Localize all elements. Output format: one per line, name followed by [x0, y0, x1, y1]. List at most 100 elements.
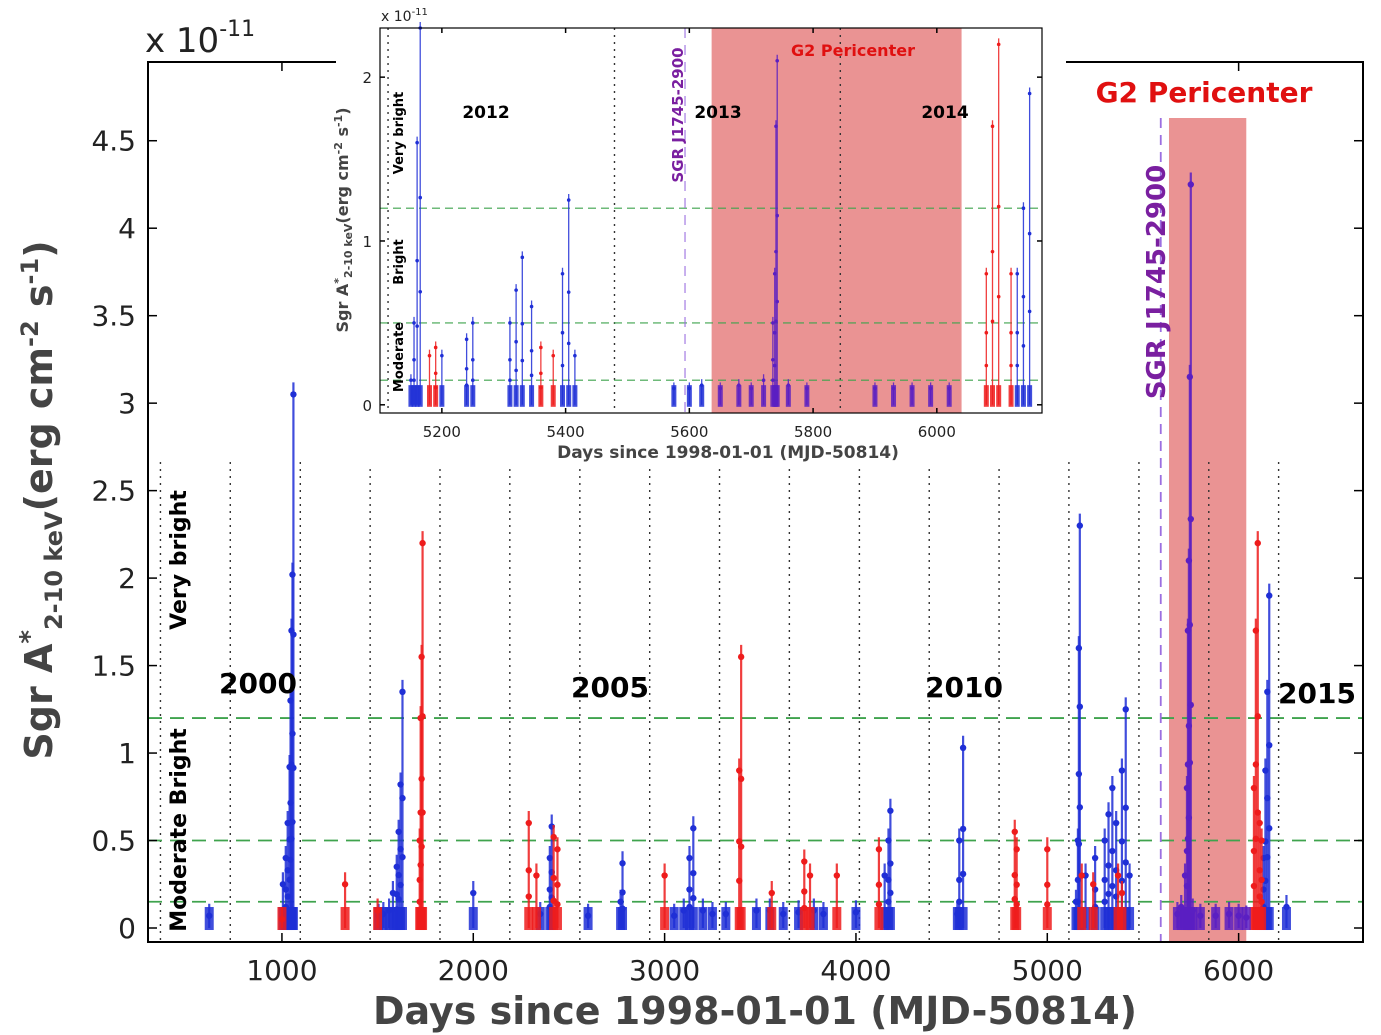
data-point — [539, 385, 543, 390]
data-point — [1011, 828, 1018, 835]
data-point — [1013, 881, 1020, 888]
data-point — [278, 916, 286, 923]
data-point — [409, 378, 413, 383]
data-baseline-cluster — [699, 385, 705, 407]
y-axis-ticks: 0 0.5 1 1.5 2 2.5 3 3.5 4 4.5 — [91, 125, 1363, 945]
data-point — [1243, 914, 1250, 921]
data-point — [709, 910, 716, 918]
main-y-axis-title: Sgr A*2-10 keV(erg cm-2 s-1) — [15, 240, 68, 759]
data-baseline-cluster — [418, 907, 428, 931]
data-point — [749, 386, 754, 391]
data-baseline-cluster — [417, 385, 423, 407]
data-point — [1109, 882, 1116, 890]
data-point — [433, 371, 438, 376]
inset-level-moderate: Moderate — [392, 322, 407, 392]
data-baseline-cluster — [468, 907, 478, 931]
data-baseline-cluster — [550, 385, 556, 407]
data-point — [279, 881, 287, 888]
data-baseline-cluster — [507, 385, 513, 407]
data-point — [419, 539, 426, 547]
data-point — [566, 341, 571, 346]
data-baseline-cluster — [288, 907, 298, 931]
g2-pericenter-band — [1168, 118, 1247, 942]
data-point — [550, 874, 557, 882]
level-label-very-bright: Very bright — [167, 490, 192, 630]
data-point — [887, 807, 894, 814]
data-point — [1114, 872, 1122, 879]
data-point — [471, 378, 475, 383]
data-baseline-cluster — [1125, 907, 1135, 931]
data-point — [1021, 294, 1026, 299]
data-point — [412, 357, 416, 362]
x-tick-label: 5800 — [794, 423, 832, 441]
data-point — [1212, 912, 1219, 919]
data-point — [1101, 898, 1108, 905]
data-point — [508, 357, 512, 362]
data-baseline-cluster — [660, 907, 670, 931]
data-point — [554, 881, 561, 888]
data-point — [686, 886, 693, 893]
data-point — [947, 386, 951, 391]
data-baseline-cluster — [751, 907, 761, 931]
data-point — [805, 386, 809, 391]
data-point — [1027, 91, 1032, 96]
data-baseline-cluster — [470, 385, 476, 407]
data-baseline-cluster — [1264, 907, 1274, 931]
data-point — [873, 386, 877, 391]
data-baseline-cluster — [1257, 907, 1267, 931]
data-point — [418, 289, 423, 294]
inset-sgr-label: SGR J1745-2900 — [669, 47, 687, 182]
y-tick-label: 1 — [362, 233, 372, 251]
data-point — [806, 872, 814, 879]
data-point — [956, 876, 963, 884]
data-point — [573, 353, 577, 358]
data-baseline-cluster — [1224, 907, 1234, 931]
data-baseline-cluster — [531, 907, 541, 931]
data-baseline-cluster — [1077, 907, 1087, 931]
data-point — [525, 867, 532, 874]
data-point — [984, 363, 989, 368]
data-point — [761, 378, 766, 383]
data-point — [1258, 837, 1265, 844]
data-point — [1015, 363, 1020, 368]
data-point — [1122, 804, 1129, 811]
data-baseline-cluster — [891, 385, 897, 407]
data-point — [1283, 903, 1290, 911]
data-point — [959, 744, 967, 752]
data-point — [415, 324, 419, 328]
data-baseline-cluster — [439, 385, 445, 407]
data-baseline-cluster — [983, 385, 989, 407]
inset-y-axis-title: Sgr A*2-10 keV(erg cm-2 s-1) — [332, 107, 355, 332]
data-baseline-cluster — [378, 907, 388, 931]
inset-plot: 5200 5400 5600 5800 6000 0 1 2 x 10-11 Days si… — [332, 7, 1066, 468]
data-point — [520, 255, 525, 260]
data-point — [290, 391, 297, 398]
data-baseline-cluster — [373, 907, 383, 931]
data-point — [833, 872, 841, 879]
data-point — [959, 870, 967, 878]
data-point — [1013, 901, 1020, 908]
data-baseline-cluster — [707, 907, 717, 931]
data-baseline-cluster — [1188, 907, 1198, 931]
data-point — [1258, 876, 1265, 884]
data-point — [554, 846, 561, 853]
data-point — [1118, 877, 1126, 884]
data-point — [1013, 846, 1020, 853]
data-point — [690, 894, 697, 902]
inset-year-lines — [387, 28, 842, 413]
x-tick-label: 5600 — [670, 423, 708, 441]
data-point — [661, 872, 668, 879]
data-point — [1187, 515, 1194, 523]
data-point — [419, 809, 426, 816]
inset-x-ticks: 5200 5400 5600 5800 6000 — [423, 28, 956, 441]
data-baseline-cluster — [799, 907, 809, 931]
data-point — [1105, 890, 1112, 898]
data-point — [852, 909, 860, 916]
data-baseline-cluster — [566, 385, 572, 407]
data-baseline-cluster — [958, 907, 968, 931]
x-tick-label: 4000 — [820, 954, 891, 987]
data-point — [619, 905, 626, 912]
data-point — [780, 910, 787, 918]
data-point — [786, 383, 791, 387]
x-tick-label: 5200 — [423, 423, 461, 441]
